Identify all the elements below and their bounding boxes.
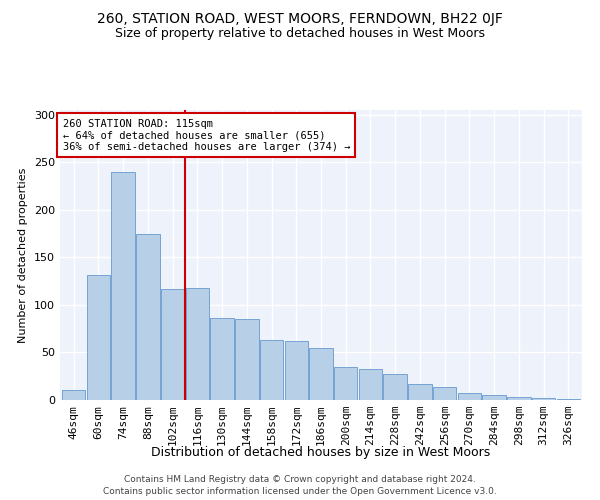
Text: Size of property relative to detached houses in West Moors: Size of property relative to detached ho… — [115, 28, 485, 40]
Bar — [383, 374, 407, 400]
Bar — [62, 390, 85, 400]
Bar — [136, 234, 160, 400]
Bar — [359, 368, 382, 400]
Bar — [334, 366, 358, 400]
Text: 260, STATION ROAD, WEST MOORS, FERNDOWN, BH22 0JF: 260, STATION ROAD, WEST MOORS, FERNDOWN,… — [97, 12, 503, 26]
Bar — [309, 348, 333, 400]
Bar — [86, 276, 110, 400]
Bar — [210, 318, 234, 400]
Text: 260 STATION ROAD: 115sqm
← 64% of detached houses are smaller (655)
36% of semi-: 260 STATION ROAD: 115sqm ← 64% of detach… — [62, 118, 350, 152]
Text: Contains HM Land Registry data © Crown copyright and database right 2024.: Contains HM Land Registry data © Crown c… — [124, 474, 476, 484]
Bar — [161, 289, 184, 400]
Bar — [284, 341, 308, 400]
Bar — [260, 340, 283, 400]
Text: Distribution of detached houses by size in West Moors: Distribution of detached houses by size … — [151, 446, 491, 459]
Bar — [185, 288, 209, 400]
Bar — [557, 399, 580, 400]
Y-axis label: Number of detached properties: Number of detached properties — [19, 168, 28, 342]
Bar — [408, 384, 432, 400]
Text: Contains public sector information licensed under the Open Government Licence v3: Contains public sector information licen… — [103, 486, 497, 496]
Bar — [112, 172, 135, 400]
Bar — [235, 319, 259, 400]
Bar — [482, 395, 506, 400]
Bar — [507, 397, 530, 400]
Bar — [532, 398, 556, 400]
Bar — [433, 386, 457, 400]
Bar — [458, 394, 481, 400]
